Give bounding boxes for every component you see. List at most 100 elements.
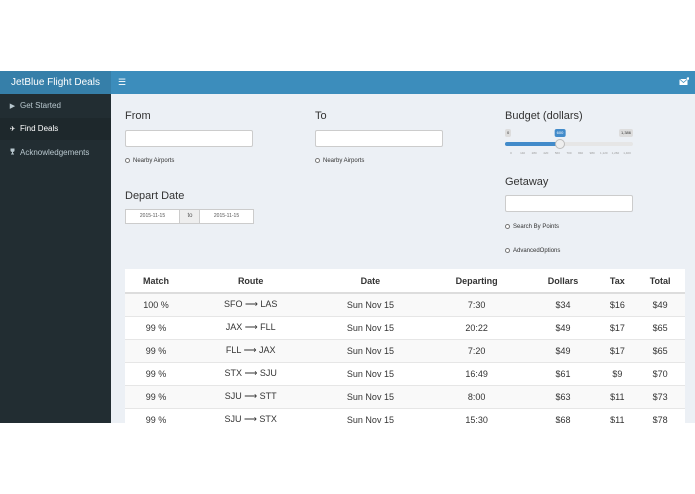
app-title[interactable]: JetBlue Flight Deals [0, 71, 111, 94]
budget-value-tag: 600 [554, 129, 566, 137]
from-label: From [125, 110, 151, 122]
from-input[interactable] [125, 130, 253, 147]
to-input[interactable] [315, 130, 443, 147]
slider-tick-label: 1,400 [623, 151, 631, 155]
menu-toggle-icon[interactable]: ☰ [118, 77, 127, 87]
column-header-total[interactable]: Total [635, 269, 685, 294]
slider-fill [505, 142, 560, 146]
cell-total: $78 [635, 407, 685, 423]
cell-dollars: $61 [526, 361, 600, 385]
slider-tick-label: 0 [510, 151, 512, 155]
column-header-departing[interactable]: Departing [426, 269, 527, 294]
cell-match: 99 % [125, 407, 188, 423]
cell-tax: $17 [599, 338, 636, 362]
cell-departing: 7:30 [426, 292, 527, 316]
budget-min-tag: 0 [505, 129, 512, 137]
cell-total: $65 [635, 315, 685, 339]
column-header-tax[interactable]: Tax [599, 269, 636, 294]
cell-departing: 20:22 [426, 315, 527, 339]
cell-departing: 8:00 [426, 384, 527, 408]
getaway-input[interactable] [505, 195, 633, 212]
table-row[interactable]: 99 % FLL ⟶ JAX Sun Nov 15 7:20 $49 $17 $… [125, 338, 685, 362]
table-row[interactable]: 99 % SJU ⟶ STX Sun Nov 15 15:30 $68 $11 … [125, 407, 685, 423]
cell-total: $65 [635, 338, 685, 362]
cell-total: $73 [635, 384, 685, 408]
slider-tick-label: 1,120 [600, 151, 608, 155]
cell-dollars: $34 [526, 292, 600, 316]
table-row[interactable]: 99 % STX ⟶ SJU Sun Nov 15 16:49 $61 $9 $… [125, 361, 685, 385]
slider-handle[interactable] [555, 139, 565, 149]
top-navbar: ☰ [111, 71, 695, 94]
cell-route: SJU ⟶ STX [187, 407, 315, 423]
app-window: JetBlue Flight Deals ☰ ▶ Get Started ✈ Fin… [0, 71, 695, 423]
checkbox-label: AdvancedOptions [513, 248, 561, 254]
slider-tick-label: 1,260 [611, 151, 620, 155]
checkbox-box[interactable] [505, 248, 510, 253]
nearby-airports-checkbox[interactable] [125, 158, 130, 163]
cell-match: 99 % [125, 384, 188, 408]
slider-tick-label: 420 [543, 151, 549, 155]
sidebar-item-get-started[interactable]: ▶ Get Started [0, 95, 111, 117]
checkbox-label: Search By Points [513, 224, 560, 230]
cell-dollars: $63 [526, 384, 600, 408]
slider-tick-label: 980 [589, 151, 595, 155]
cell-date: Sun Nov 15 [314, 361, 427, 385]
column-header-match[interactable]: Match [125, 269, 188, 294]
cell-tax: $11 [599, 407, 636, 423]
cell-match: 99 % [125, 315, 188, 339]
sidebar-item-label: Find Deals [20, 124, 59, 133]
budget-label: Budget (dollars) [505, 110, 583, 122]
slider-tick-label: 140 [520, 151, 526, 155]
cell-departing: 15:30 [426, 407, 527, 423]
cell-departing: 16:49 [426, 361, 527, 385]
cell-match: 99 % [125, 338, 188, 362]
cell-tax: $11 [599, 384, 636, 408]
column-header-dollars[interactable]: Dollars [526, 269, 600, 294]
table-row[interactable]: 100 % SFO ⟶ LAS Sun Nov 15 7:30 $34 $16 … [125, 292, 685, 316]
depart-start-date-input[interactable]: 2015-11-15 [125, 209, 180, 224]
depart-end-date-input[interactable]: 2015-11-15 [199, 209, 254, 224]
search-by-points-checkbox[interactable]: Search By Points [505, 224, 559, 230]
sidebar-item-find-deals[interactable]: ✈ Find Deals [0, 118, 111, 140]
checkbox-label: Nearby Airports [133, 158, 175, 164]
sidebar-item-label: Get Started [20, 101, 61, 110]
sidebar-item-acknowledgements[interactable]: Acknowledgements [0, 142, 111, 164]
cell-date: Sun Nov 15 [314, 384, 427, 408]
checkbox-box[interactable] [505, 224, 510, 229]
cell-departing: 7:20 [426, 338, 527, 362]
cell-route: FLL ⟶ JAX [187, 338, 315, 362]
getaway-label: Getaway [505, 176, 549, 188]
cell-date: Sun Nov 15 [314, 407, 427, 423]
budget-slider[interactable]: 0 600 1,386 0 140 280 420 560 700 840 980 1,120 1… [505, 129, 633, 159]
table-row[interactable]: 99 % JAX ⟶ FLL Sun Nov 15 20:22 $49 $17 … [125, 315, 685, 339]
slider-track[interactable] [505, 142, 633, 146]
nearby-airports-checkbox[interactable] [315, 158, 320, 163]
cell-route: JAX ⟶ FLL [187, 315, 315, 339]
column-header-date[interactable]: Date [314, 269, 427, 294]
cell-route: SJU ⟶ STT [187, 384, 315, 408]
to-label: To [315, 110, 327, 122]
cell-tax: $9 [599, 361, 636, 385]
envelope-icon[interactable] [679, 77, 689, 87]
table-row[interactable]: 99 % SJU ⟶ STT Sun Nov 15 8:00 $63 $11 $… [125, 384, 685, 408]
to-nearby-checkbox[interactable]: Nearby Airports [315, 158, 364, 164]
cell-route: STX ⟶ SJU [187, 361, 315, 385]
cell-route: SFO ⟶ LAS [187, 292, 315, 316]
slider-tick-label: 700 [566, 151, 572, 155]
table-header-row: Match Route Date Departing Dollars Tax T… [125, 269, 685, 294]
slider-tick-labels: 0 140 280 420 560 700 840 980 1,120 1,260 1,400 [505, 151, 633, 157]
cell-date: Sun Nov 15 [314, 315, 427, 339]
cell-match: 100 % [125, 292, 188, 316]
from-nearby-checkbox[interactable]: Nearby Airports [125, 158, 174, 164]
slider-tick-label: 560 [554, 151, 560, 155]
cell-tax: $17 [599, 315, 636, 339]
sidebar-item-label: Acknowledgements [20, 148, 90, 157]
plane-icon: ✈ [9, 126, 16, 133]
cell-total: $49 [635, 292, 685, 316]
column-header-route[interactable]: Route [187, 269, 315, 294]
cell-dollars: $49 [526, 315, 600, 339]
cell-dollars: $49 [526, 338, 600, 362]
cell-dollars: $68 [526, 407, 600, 423]
deals-table: Match Route Date Departing Dollars Tax T… [125, 269, 685, 423]
advanced-options-checkbox[interactable]: AdvancedOptions [505, 248, 560, 254]
